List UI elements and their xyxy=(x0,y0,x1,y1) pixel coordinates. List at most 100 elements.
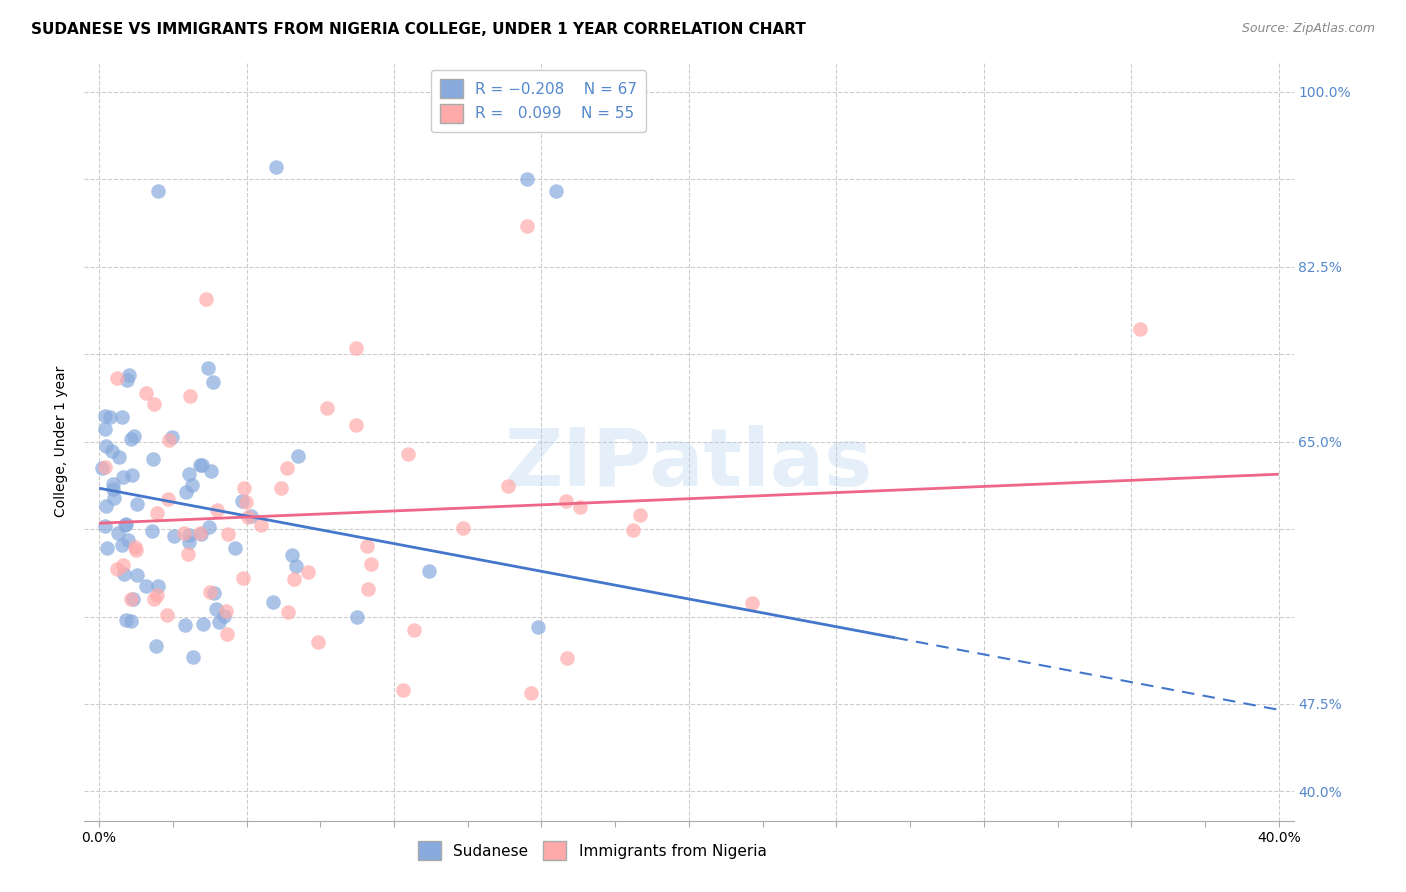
Point xyxy=(262,595,284,609)
Point xyxy=(526,619,548,633)
Point xyxy=(124,540,146,554)
Point xyxy=(315,401,337,416)
Point xyxy=(111,470,134,484)
Text: ZIPatlas: ZIPatlas xyxy=(505,425,873,503)
Point xyxy=(107,450,129,464)
Y-axis label: College, Under 1 year: College, Under 1 year xyxy=(55,366,69,517)
Point xyxy=(101,443,124,458)
Point xyxy=(202,586,225,600)
Point xyxy=(120,591,142,606)
Text: Source: ZipAtlas.com: Source: ZipAtlas.com xyxy=(1241,22,1375,36)
Point xyxy=(212,608,235,623)
Point xyxy=(180,478,202,492)
Point xyxy=(360,557,382,571)
Point xyxy=(628,508,651,522)
Point xyxy=(344,342,367,356)
Point xyxy=(174,617,197,632)
Point xyxy=(232,571,254,585)
Point xyxy=(135,386,157,401)
Point xyxy=(117,373,139,387)
Point xyxy=(142,452,165,467)
Point xyxy=(120,614,142,628)
Point xyxy=(204,602,226,616)
Point xyxy=(105,371,128,385)
Point xyxy=(239,508,262,523)
Point xyxy=(283,572,305,586)
Point xyxy=(146,506,169,520)
Point xyxy=(346,417,368,432)
Point xyxy=(238,510,260,524)
Point xyxy=(200,585,222,599)
Point xyxy=(198,520,221,534)
Point xyxy=(224,541,246,555)
Point xyxy=(143,592,166,607)
Point xyxy=(127,567,149,582)
Point xyxy=(356,539,378,553)
Point xyxy=(160,430,183,444)
Point xyxy=(398,447,420,461)
Point xyxy=(496,479,519,493)
Point xyxy=(120,433,142,447)
Point xyxy=(177,535,200,549)
Point xyxy=(402,623,425,637)
Point xyxy=(569,500,592,515)
Point xyxy=(114,517,136,532)
Point xyxy=(135,579,157,593)
Point xyxy=(101,477,124,491)
Point xyxy=(201,375,224,389)
Point xyxy=(157,433,180,447)
Point xyxy=(156,608,179,623)
Point xyxy=(346,610,368,624)
Point xyxy=(555,650,578,665)
Point xyxy=(177,547,200,561)
Point xyxy=(208,615,231,630)
Point xyxy=(125,543,148,558)
Point xyxy=(520,686,543,700)
Point xyxy=(231,494,253,508)
Point xyxy=(297,565,319,579)
Point xyxy=(277,605,299,619)
Point xyxy=(190,458,212,472)
Legend: Sudanese, Immigrants from Nigeria: Sudanese, Immigrants from Nigeria xyxy=(412,835,772,866)
Point xyxy=(285,558,308,573)
Point xyxy=(177,527,200,541)
Point xyxy=(264,161,287,175)
Point xyxy=(94,519,117,533)
Point xyxy=(200,464,222,478)
Point xyxy=(177,467,200,481)
Point xyxy=(250,517,273,532)
Point xyxy=(143,397,166,411)
Point xyxy=(141,524,163,539)
Point xyxy=(188,526,211,541)
Point xyxy=(215,604,238,618)
Point xyxy=(156,492,179,507)
Point xyxy=(194,292,217,306)
Point xyxy=(418,564,440,578)
Point xyxy=(174,485,197,500)
Point xyxy=(173,526,195,541)
Point xyxy=(193,616,215,631)
Point xyxy=(276,461,298,475)
Point xyxy=(741,596,763,610)
Point xyxy=(114,613,136,627)
Point xyxy=(145,640,167,654)
Point xyxy=(232,481,254,495)
Point xyxy=(190,527,212,541)
Point xyxy=(94,422,117,436)
Point xyxy=(111,537,134,551)
Point xyxy=(112,567,135,582)
Point xyxy=(103,491,125,505)
Point xyxy=(235,494,257,508)
Point xyxy=(146,589,169,603)
Point xyxy=(546,184,568,198)
Point xyxy=(281,548,304,562)
Point xyxy=(555,494,578,508)
Point xyxy=(94,409,117,423)
Point xyxy=(179,389,201,403)
Point xyxy=(117,533,139,547)
Point xyxy=(191,458,214,472)
Point xyxy=(96,500,118,514)
Point xyxy=(96,541,118,555)
Point xyxy=(111,410,134,425)
Point xyxy=(146,184,169,198)
